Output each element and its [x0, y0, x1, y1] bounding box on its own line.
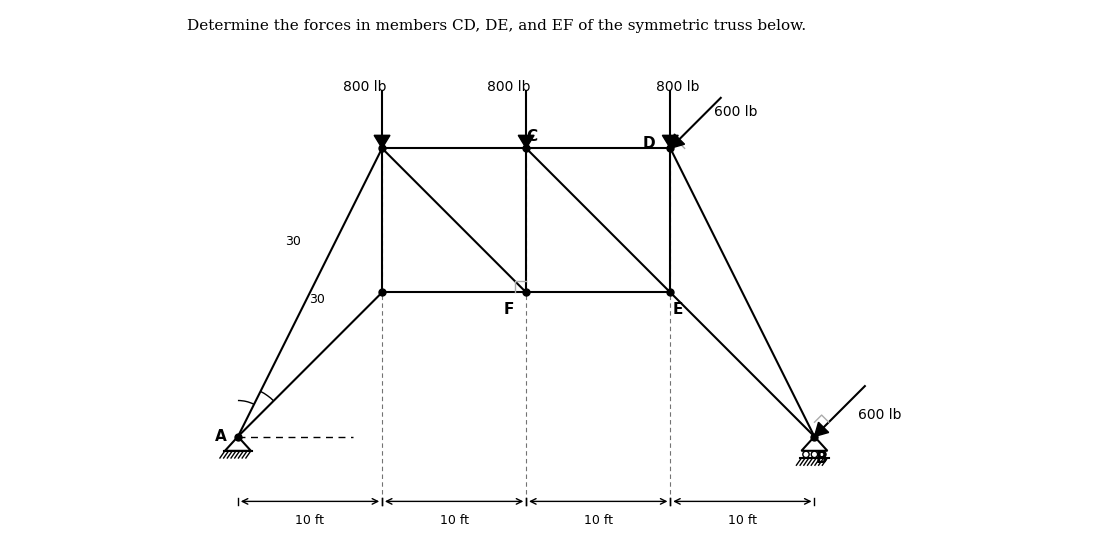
Text: B: B — [816, 451, 827, 466]
Text: 600 lb: 600 lb — [714, 105, 757, 119]
Polygon shape — [225, 436, 251, 451]
Polygon shape — [670, 134, 685, 148]
Text: 800 lb: 800 lb — [343, 80, 386, 93]
Text: 10 ft: 10 ft — [584, 514, 613, 527]
Text: A: A — [214, 429, 226, 444]
Text: F: F — [504, 302, 514, 317]
Text: 600 lb: 600 lb — [858, 408, 901, 422]
Circle shape — [811, 451, 818, 458]
Text: 10 ft: 10 ft — [440, 514, 468, 527]
Text: 800 lb: 800 lb — [656, 80, 699, 93]
Polygon shape — [374, 135, 390, 148]
Polygon shape — [815, 422, 829, 436]
Text: D: D — [643, 136, 655, 151]
Polygon shape — [801, 436, 827, 451]
Circle shape — [803, 451, 809, 458]
Text: 30: 30 — [310, 293, 325, 306]
Polygon shape — [518, 135, 534, 148]
Text: 800 lb: 800 lb — [487, 80, 531, 93]
Text: 10 ft: 10 ft — [295, 514, 324, 527]
Polygon shape — [663, 135, 678, 148]
Text: C: C — [526, 129, 537, 144]
Circle shape — [819, 451, 826, 458]
Text: 30: 30 — [285, 236, 301, 249]
Text: E: E — [673, 302, 683, 317]
Text: Determine the forces in members CD, DE, and EF of the symmetric truss below.: Determine the forces in members CD, DE, … — [188, 18, 807, 33]
Text: 10 ft: 10 ft — [728, 514, 757, 527]
